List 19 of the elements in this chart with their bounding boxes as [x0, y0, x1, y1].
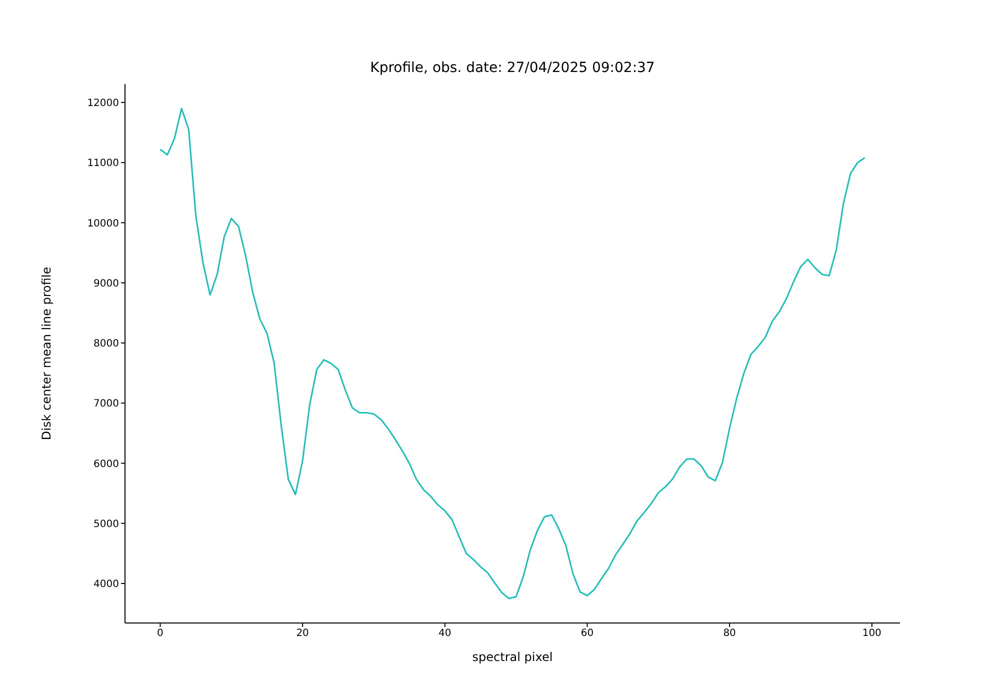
y-tick-label: 4000 [94, 579, 119, 590]
chart-title: Kprofile, obs. date: 27/04/2025 09:02:37 [369, 60, 656, 76]
y-tick-label: 7000 [94, 398, 119, 410]
y-tick-label: 9000 [94, 278, 119, 290]
line-series [159, 108, 866, 600]
y-tick-label: 12000 [87, 98, 119, 110]
y-axis-title: Disk center mean line profile [39, 266, 54, 440]
x-tick-label: 20 [296, 628, 309, 640]
x-tick-label: 100 [862, 628, 882, 640]
x-tick-label: 0 [157, 628, 164, 640]
y-tick-label: 5000 [94, 518, 119, 530]
y-tick-label: 6000 [94, 458, 119, 470]
x-tick-label: 60 [580, 628, 594, 640]
x-axis-title: spectral pixel [472, 650, 553, 664]
y-tick-label: 10000 [87, 218, 119, 230]
x-tick-label: 40 [438, 628, 452, 640]
y-tick-label: 8000 [94, 338, 119, 350]
y-tick-label: 11000 [87, 158, 119, 170]
x-tick-label: 80 [723, 628, 736, 640]
